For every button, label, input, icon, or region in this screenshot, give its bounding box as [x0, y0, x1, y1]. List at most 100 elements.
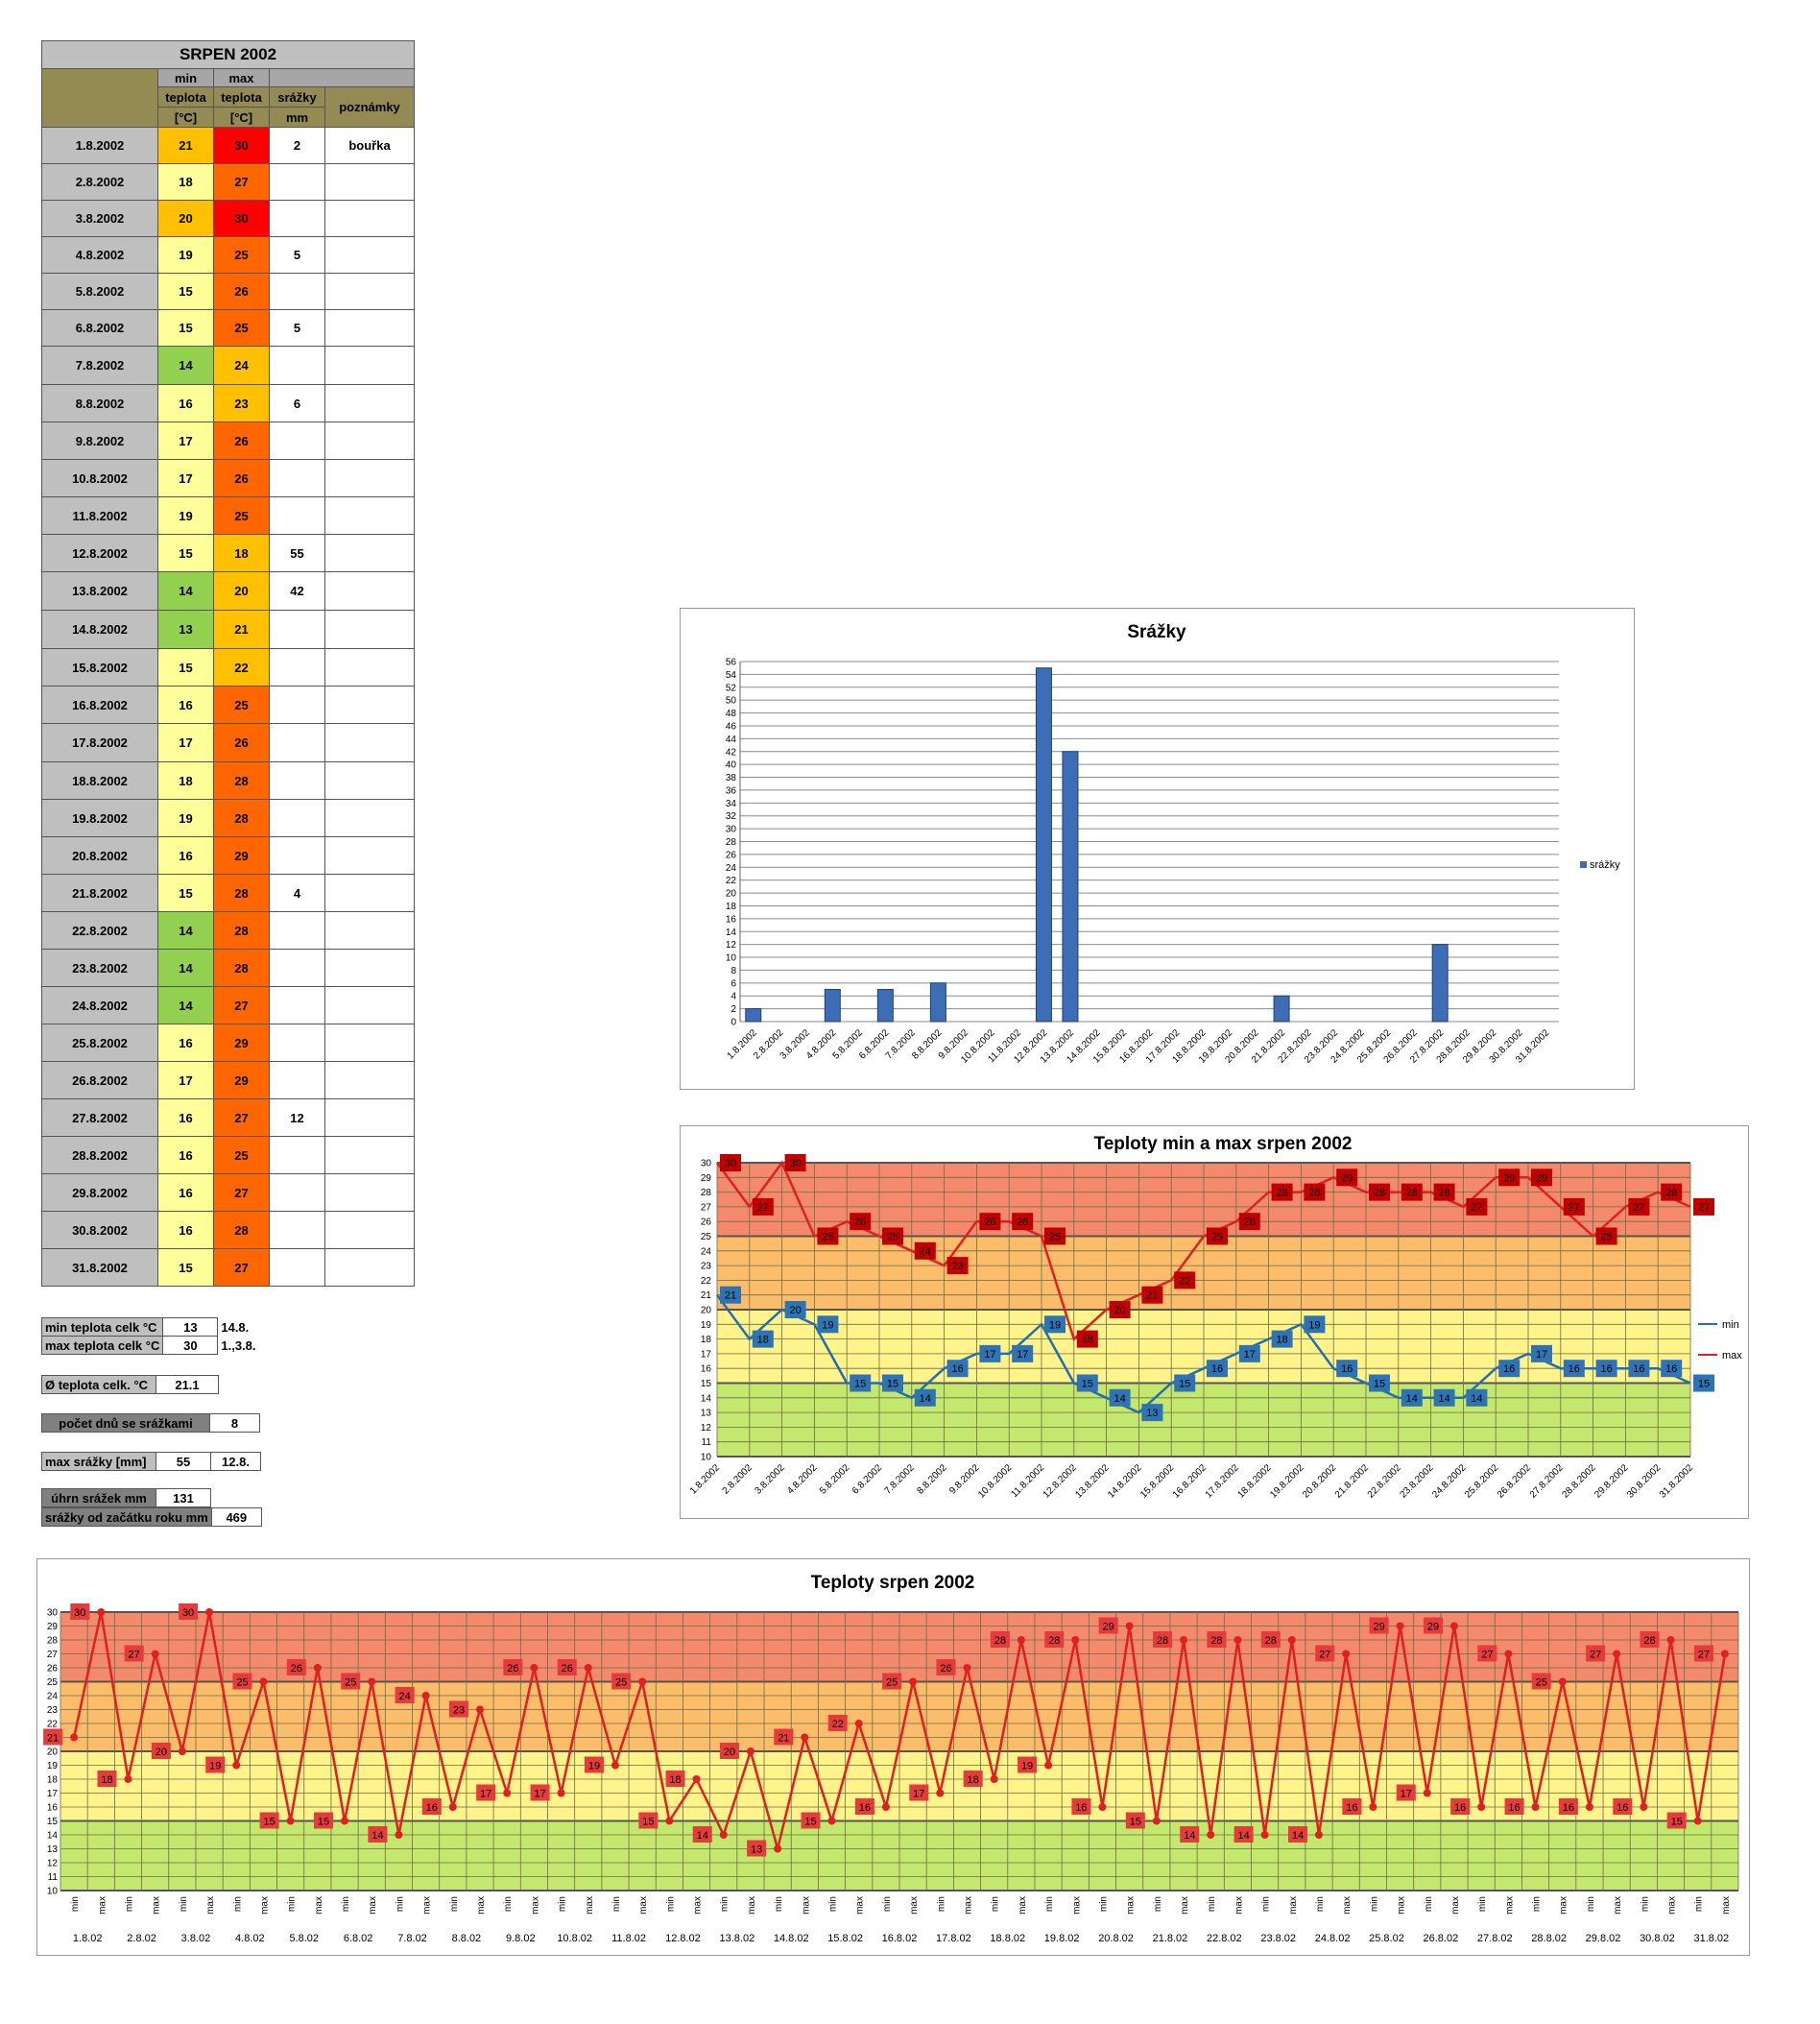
data-point — [854, 1720, 863, 1727]
data-label-box — [720, 1286, 741, 1304]
x-tick-label: max — [152, 1896, 162, 1915]
data-label-box — [1076, 1330, 1098, 1348]
x-tick-label: 30.8.2002 — [1625, 1462, 1664, 1501]
cell-rain — [269, 1248, 325, 1287]
data-label-box — [990, 1631, 1010, 1648]
table-row: 1.8.2002 21 30 2 bouřka — [41, 127, 415, 164]
data-label: 29 — [1536, 1172, 1547, 1184]
data-point — [1044, 1761, 1053, 1770]
data-point — [259, 1677, 268, 1686]
cell-max: 30 — [213, 127, 270, 164]
cell-rain: 5 — [269, 236, 325, 274]
cell-min: 13 — [157, 610, 214, 649]
table-row: 6.8.2002 15 25 5 — [41, 309, 415, 347]
data-label-box — [1396, 1784, 1416, 1801]
x-tick-label: min — [124, 1896, 134, 1912]
data-label: 25 — [886, 1677, 898, 1689]
y-tick-label: 11 — [48, 1872, 59, 1883]
data-label: 16 — [1600, 1363, 1612, 1375]
cell-rain — [269, 459, 325, 497]
cell-note — [324, 496, 415, 535]
y-tick-label: 22 — [726, 876, 737, 886]
data-point — [448, 1803, 457, 1811]
cell-date: 10.8.2002 — [41, 459, 158, 497]
cell-rain — [269, 648, 325, 687]
data-label: 19 — [209, 1761, 221, 1772]
y-tick-label: 28 — [701, 1188, 712, 1198]
data-label-box — [1342, 1798, 1362, 1815]
table-row: 14.8.2002 13 21 — [41, 610, 415, 649]
total-rain-label: úhrn srážek mm — [41, 1488, 156, 1507]
data-label: 15 — [887, 1379, 898, 1390]
data-label: 14 — [920, 1393, 931, 1405]
data-label-box — [449, 1700, 468, 1718]
data-label-box — [720, 1154, 741, 1171]
cell-date: 2.8.2002 — [41, 163, 158, 201]
data-label-box — [963, 1771, 983, 1787]
data-label-box — [774, 1728, 794, 1746]
data-label-box — [1260, 1631, 1281, 1648]
data-label: 29 — [1103, 1622, 1114, 1633]
data-label: 29 — [1427, 1622, 1439, 1633]
cell-rain — [269, 273, 325, 310]
cell-min: 21 — [157, 127, 214, 164]
data-label: 29 — [1503, 1172, 1515, 1184]
data-point — [313, 1664, 322, 1672]
data-label-box — [1477, 1645, 1497, 1662]
data-label: 27 — [1698, 1202, 1710, 1214]
data-label-box — [1563, 1360, 1585, 1378]
cell-max: 28 — [213, 1211, 270, 1249]
group-label: 27.8.02 — [1477, 1933, 1513, 1944]
x-tick-label: 5.8.2002 — [818, 1462, 852, 1497]
data-label-box — [1288, 1826, 1307, 1843]
data-label-box — [1504, 1798, 1524, 1815]
data-label: 25 — [1536, 1677, 1547, 1689]
cell-min: 16 — [157, 1024, 214, 1062]
x-tick-label: max — [1721, 1896, 1732, 1915]
data-label-box — [850, 1213, 872, 1231]
y-tick-label: 13 — [701, 1409, 712, 1419]
data-label: 16 — [1346, 1802, 1357, 1814]
cell-date: 5.8.2002 — [41, 273, 158, 310]
x-tick-label: max — [747, 1896, 757, 1915]
data-label-box — [1531, 1673, 1551, 1690]
data-label: 26 — [562, 1663, 573, 1675]
x-tick-label: max — [259, 1896, 270, 1915]
data-label-box — [1531, 1344, 1552, 1362]
data-label-box — [1076, 1374, 1098, 1392]
data-label-box — [827, 1715, 848, 1731]
cell-rain — [269, 1211, 325, 1249]
cell-note — [324, 799, 415, 837]
x-tick-label: min — [341, 1896, 351, 1912]
data-label: 17 — [1401, 1789, 1412, 1800]
data-point — [909, 1677, 918, 1686]
x-tick-label: min — [1098, 1896, 1109, 1912]
y-tick-label: 16 — [726, 914, 737, 925]
x-tick-label: min — [1207, 1896, 1217, 1912]
data-label-box — [854, 1798, 874, 1815]
data-point — [1315, 1831, 1323, 1839]
data-label: 17 — [1244, 1349, 1256, 1361]
y-tick-label: 25 — [47, 1677, 59, 1688]
cell-date: 26.8.2002 — [41, 1061, 158, 1099]
data-label: 28 — [994, 1635, 1006, 1647]
data-label-box — [747, 1840, 767, 1857]
data-label: 28 — [1406, 1188, 1418, 1199]
data-label-box — [179, 1603, 199, 1620]
cell-date: 6.8.2002 — [41, 309, 158, 347]
data-point — [1585, 1803, 1593, 1811]
min-temp-label: min teplota celk °C — [40, 1317, 164, 1337]
y-tick-label: 46 — [726, 721, 737, 732]
data-label: 25 — [615, 1677, 627, 1689]
data-point — [557, 1789, 565, 1797]
data-label: 13 — [751, 1844, 762, 1856]
data-label: 25 — [887, 1232, 898, 1243]
data-point — [1342, 1650, 1351, 1658]
total-rain-value: 131 — [156, 1488, 211, 1507]
cell-date: 9.8.2002 — [41, 422, 158, 460]
group-label: 15.8.02 — [827, 1933, 863, 1944]
cell-note — [324, 163, 415, 201]
data-label-box — [784, 1154, 806, 1171]
data-label: 27 — [1471, 1202, 1482, 1214]
cell-min: 16 — [157, 1136, 214, 1174]
